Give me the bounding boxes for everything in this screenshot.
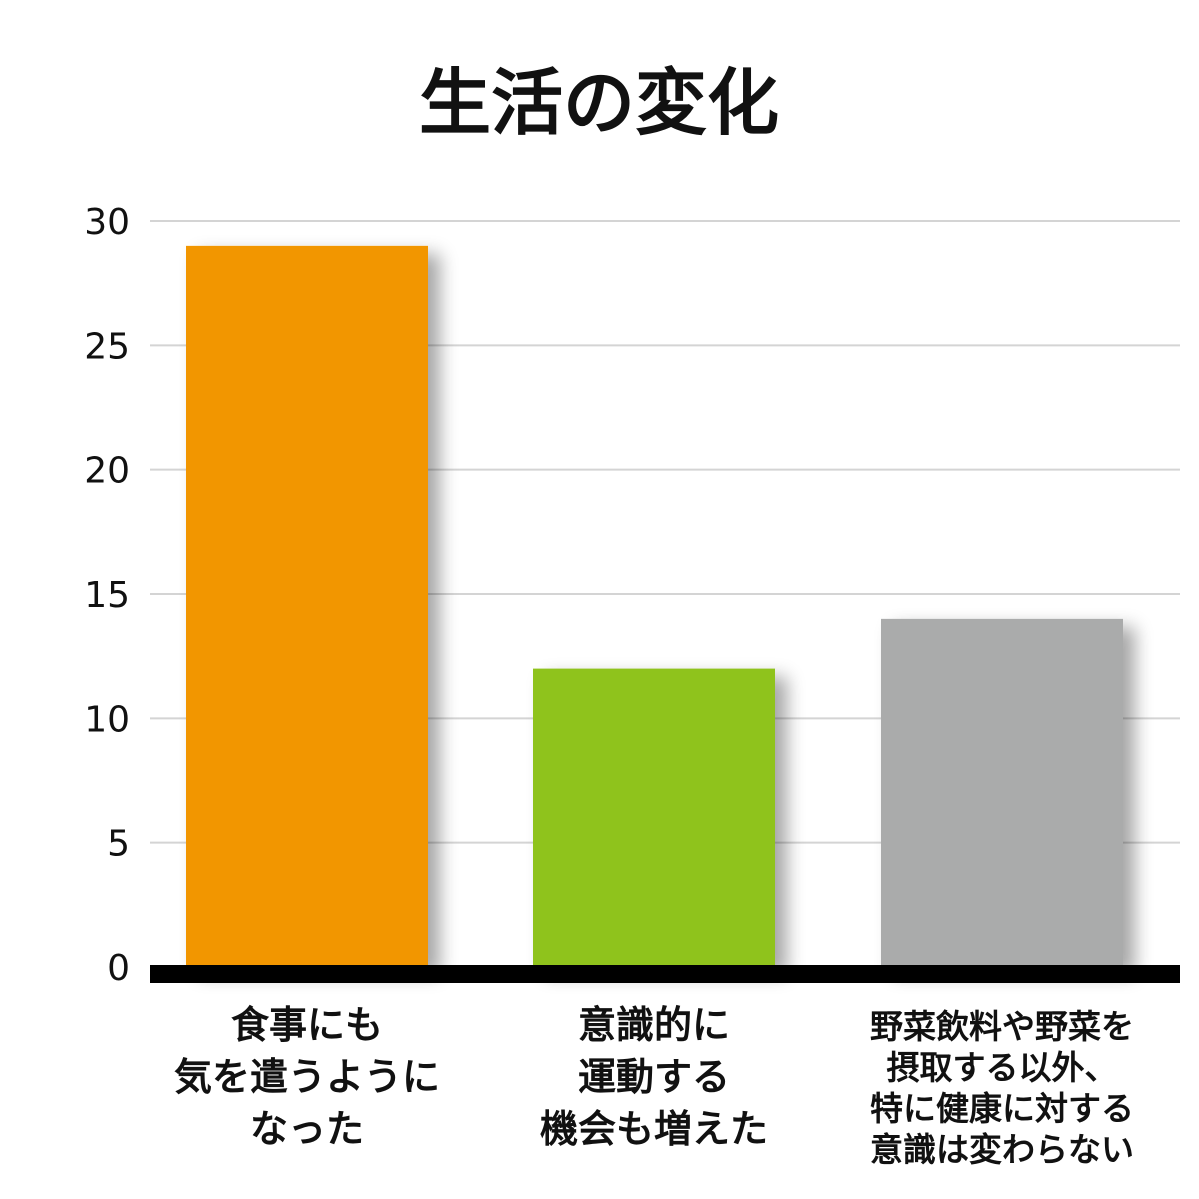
category-label: 意識は変わらない xyxy=(870,1130,1134,1169)
bar xyxy=(186,245,428,967)
y-tick-label: 5 xyxy=(107,824,130,865)
category-label: 意識的に xyxy=(578,1003,730,1047)
y-axis-ticks: 0 5 10 15 20 25 30 xyxy=(84,202,130,989)
chart-title: 生活の変化 xyxy=(419,61,779,145)
category-label: 野菜飲料や野菜を xyxy=(870,1007,1134,1046)
y-tick-label: 15 xyxy=(84,575,130,616)
category-label: 気を遣うように xyxy=(174,1055,440,1099)
category-label: 機会も増えた xyxy=(540,1107,768,1151)
y-tick-label: 30 xyxy=(84,202,130,243)
bar xyxy=(881,618,1123,967)
y-tick-label: 20 xyxy=(84,451,130,492)
category-label: なった xyxy=(250,1107,364,1151)
category-label: 特に健康に対する xyxy=(870,1089,1134,1128)
x-axis xyxy=(150,965,1180,983)
bars xyxy=(186,245,1123,967)
category-label: 食事にも xyxy=(231,1003,383,1047)
y-tick-label: 10 xyxy=(84,699,130,740)
y-tick-label: 25 xyxy=(84,326,130,367)
x-axis-baseline xyxy=(150,965,1180,983)
category-label: 運動する xyxy=(578,1055,730,1099)
category-label: 摂取する以外、 xyxy=(887,1048,1118,1087)
y-tick-label: 0 xyxy=(107,948,130,989)
bar xyxy=(533,668,775,967)
